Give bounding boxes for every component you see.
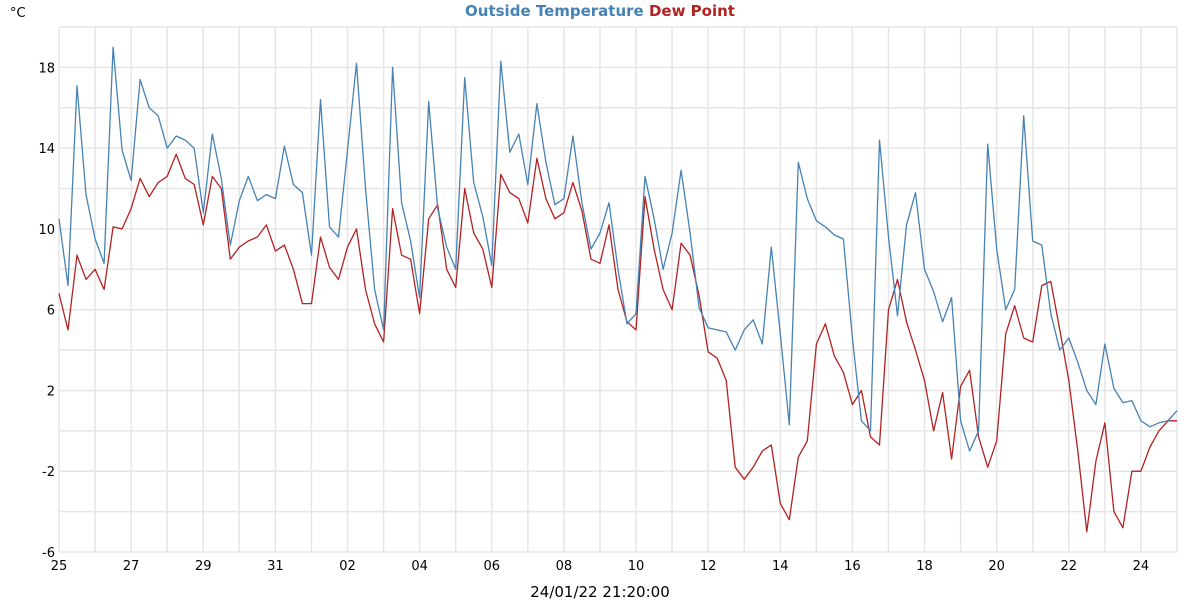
y-axis-ticks: -6 -2 2 6 10 14 18	[38, 61, 55, 561]
y-tick-label: 10	[38, 223, 55, 238]
x-tick-label: 25	[51, 559, 68, 574]
x-tick-label: 16	[844, 559, 861, 574]
data-series	[58, 46, 1178, 533]
chart-title: Outside Temperature Dew Point	[0, 2, 1200, 20]
x-tick-label: 20	[988, 559, 1005, 574]
x-tick-label: 12	[700, 559, 717, 574]
y-tick-label: -6	[42, 546, 55, 561]
y-tick-label: 6	[47, 304, 55, 319]
x-tick-label: 14	[772, 559, 789, 574]
y-tick-label: -2	[42, 465, 55, 480]
x-tick-label: 10	[628, 559, 645, 574]
x-tick-label: 31	[267, 559, 284, 574]
x-tick-label: 27	[123, 559, 140, 574]
x-tick-label: 04	[411, 559, 428, 574]
x-tick-label: 22	[1061, 559, 1078, 574]
y-tick-label: 18	[38, 61, 55, 76]
y-axis-unit-label: °C	[10, 6, 26, 21]
x-tick-label: 18	[916, 559, 933, 574]
y-tick-label: 14	[38, 142, 55, 157]
legend-dew-point: Dew Point	[648, 2, 735, 20]
x-tick-label: 06	[484, 559, 501, 574]
legend-outside-temperature: Outside Temperature	[465, 2, 644, 20]
x-tick-label: 24	[1133, 559, 1150, 574]
x-axis-ticks: 25 27 29 31 02 04 06 08 10 12 14 16 18 20 22 24	[51, 559, 1149, 574]
x-tick-label: 29	[195, 559, 212, 574]
y-tick-label: 2	[47, 384, 55, 399]
outside-temperature-line	[58, 46, 1178, 452]
dew-point-line	[58, 153, 1177, 533]
x-tick-label: 08	[556, 559, 573, 574]
x-tick-label: 02	[339, 559, 356, 574]
x-axis-timestamp-label: 24/01/22 21:20:00	[530, 583, 670, 601]
